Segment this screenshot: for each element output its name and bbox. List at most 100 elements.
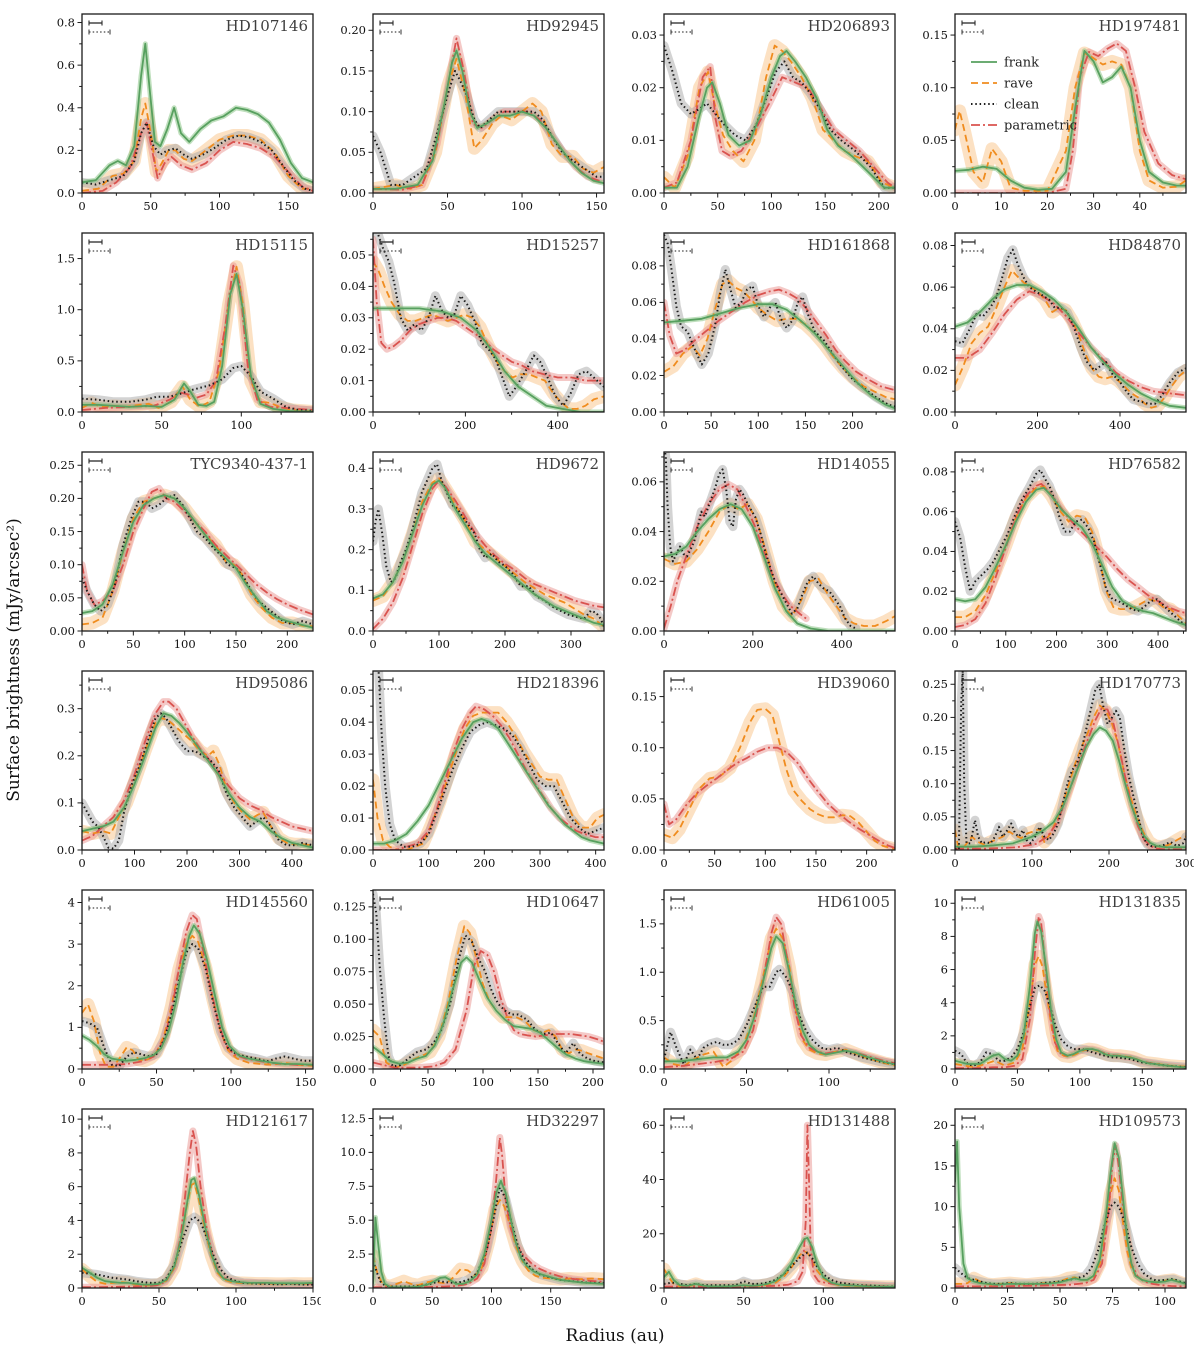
y-tick-label: 0.03 bbox=[340, 747, 366, 761]
y-tick-label: 0.4 bbox=[57, 101, 75, 115]
y-tick-label: 0.025 bbox=[333, 1029, 366, 1043]
beam-size-indicator bbox=[670, 458, 693, 473]
chart-HD206893: 0 50 100 150 200 0.00 0.01 0.02 0.03 HD206893 bbox=[631, 13, 896, 213]
y-tick-label: 0.2 bbox=[57, 749, 75, 763]
panel-HD92945: 0 50 100 150 0.00 0.05 0.10 0.15 0.20 HD92945 bbox=[321, 4, 612, 223]
y-tick-label: 0.02 bbox=[922, 584, 948, 598]
parametric-line bbox=[82, 700, 313, 842]
y-tick-label: 3 bbox=[68, 937, 75, 951]
chart-HD145560: 0 50 100 150 0 1 2 3 4 HD145560 bbox=[68, 889, 317, 1089]
chart-HD39060: 0 50 100 150 200 0.00 0.05 0.10 0.15 HD39060 bbox=[631, 670, 896, 870]
x-tick-label: 50 bbox=[154, 418, 169, 432]
y-tick-label: 10.0 bbox=[340, 1145, 366, 1159]
rave-line bbox=[955, 1177, 1186, 1286]
y-tick-label: 0.02 bbox=[922, 363, 948, 377]
x-tick-label: 50 bbox=[710, 199, 725, 213]
x-tick-label: 100 bbox=[230, 418, 252, 432]
x-tick-label: 150 bbox=[540, 1294, 562, 1308]
x-tick-label: 0 bbox=[951, 637, 958, 651]
y-tick-label: 0.02 bbox=[631, 574, 657, 588]
y-tick-label: 15 bbox=[933, 1159, 948, 1173]
x-tick-label: 0 bbox=[369, 199, 376, 213]
beam-size-indicator bbox=[961, 458, 984, 473]
y-tick-label: 0.02 bbox=[340, 342, 366, 356]
y-tick-label: 0.20 bbox=[340, 23, 366, 37]
y-tick-label: 0.8 bbox=[57, 15, 75, 29]
y-tick-label: 8 bbox=[941, 929, 948, 943]
parametric-line bbox=[82, 121, 313, 193]
y-tick-label: 0 bbox=[68, 1281, 75, 1295]
rave-line bbox=[955, 704, 1186, 848]
chart-HD61005: 0 50 100 0.0 0.5 1.0 1.5 HD61005 bbox=[639, 889, 896, 1089]
y-tick-label: 0.10 bbox=[340, 104, 366, 118]
x-tick-label: 0 bbox=[660, 637, 667, 651]
panel-title: HD15115 bbox=[235, 236, 308, 254]
y-tick-label: 0.05 bbox=[340, 248, 366, 262]
y-tick-label: 1 bbox=[68, 1020, 75, 1034]
y-tick-label: 0.0 bbox=[57, 843, 75, 857]
y-tick-label: 0.02 bbox=[631, 368, 657, 382]
x-tick-label: 300 bbox=[1175, 856, 1194, 870]
parametric-line bbox=[373, 705, 604, 850]
plot-frame bbox=[954, 889, 1187, 1070]
x-tick-label: 100 bbox=[209, 199, 231, 213]
y-tick-label: 0.00 bbox=[922, 624, 948, 638]
chart-HD161868: 0 50 100 150 200 0.00 0.02 0.04 0.06 0.08 HD161868 bbox=[631, 232, 896, 432]
parametric-line bbox=[373, 37, 600, 191]
panel-HD14055: 0 200 400 0.00 0.02 0.04 0.06 HD14055 bbox=[612, 442, 903, 661]
rave-line bbox=[664, 707, 895, 850]
panel-title: HD10647 bbox=[526, 893, 599, 911]
x-tick-label: 50 bbox=[421, 1075, 436, 1089]
y-tick-label: 0.08 bbox=[922, 465, 948, 479]
x-tick-label: 0 bbox=[78, 1075, 85, 1089]
x-tick-label: 50 bbox=[736, 1294, 751, 1308]
parametric-uncertainty-band bbox=[664, 1121, 895, 1288]
y-tick-label: 0.00 bbox=[631, 624, 657, 638]
x-tick-label: 100 bbox=[760, 199, 782, 213]
frank-line bbox=[373, 1180, 604, 1288]
parametric-line bbox=[373, 479, 604, 630]
chart-HD76582: 0 100 200 300 400 0.00 0.02 0.04 0.06 0.08 HD76582 bbox=[922, 451, 1187, 651]
x-tick-label: 100 bbox=[220, 1075, 242, 1089]
y-tick-label: 4 bbox=[68, 895, 75, 909]
x-tick-label: 0 bbox=[369, 418, 376, 432]
x-tick-label: 100 bbox=[812, 1294, 834, 1308]
clean-line bbox=[373, 463, 604, 628]
y-tick-label: 0.05 bbox=[922, 810, 948, 824]
y-tick-label: 2.5 bbox=[348, 1247, 366, 1261]
x-tick-label: 100 bbox=[472, 1075, 494, 1089]
rave-line bbox=[955, 52, 1186, 192]
x-tick-label: 200 bbox=[454, 418, 476, 432]
frank-line bbox=[373, 479, 604, 626]
plot-frame bbox=[663, 451, 896, 632]
chart-HD84870: 0 200 400 0.00 0.02 0.04 0.06 0.08 HD84870 bbox=[922, 232, 1187, 432]
y-tick-label: 0.10 bbox=[922, 777, 948, 791]
x-tick-label: 50 bbox=[739, 1075, 754, 1089]
plot-frame bbox=[372, 451, 605, 632]
y-tick-label: 0.04 bbox=[631, 332, 657, 346]
rave-line bbox=[955, 269, 1186, 409]
y-tick-label: 2 bbox=[68, 1247, 75, 1261]
x-tick-label: 200 bbox=[868, 199, 890, 213]
x-tick-label: 150 bbox=[586, 199, 608, 213]
panel-HD161868: 0 50 100 150 200 0.00 0.02 0.04 0.06 0.08 HD161868 bbox=[612, 223, 903, 442]
x-tick-label: 0 bbox=[660, 1075, 667, 1089]
frank-uncertainty-band bbox=[373, 716, 604, 847]
x-tick-label: 200 bbox=[1046, 637, 1068, 651]
x-tick-label: 200 bbox=[1098, 856, 1120, 870]
panel-HD84870: 0 200 400 0.00 0.02 0.04 0.06 0.08 HD84870 bbox=[903, 223, 1194, 442]
y-tick-label: 0.04 bbox=[922, 544, 948, 558]
y-tick-label: 20 bbox=[642, 1227, 657, 1241]
y-tick-label: 0.5 bbox=[57, 354, 75, 368]
y-tick-label: 0.0 bbox=[57, 186, 75, 200]
beam-size-indicator bbox=[88, 1115, 111, 1130]
y-tick-label: 0.04 bbox=[631, 524, 657, 538]
frank-line bbox=[82, 273, 313, 412]
y-tick-label: 0.00 bbox=[340, 186, 366, 200]
y-tick-label: 0.000 bbox=[333, 1062, 366, 1076]
beam-size-indicator bbox=[88, 896, 111, 911]
x-tick-label: 400 bbox=[547, 418, 569, 432]
x-tick-label: 100 bbox=[818, 1075, 840, 1089]
clean-line bbox=[82, 121, 313, 192]
